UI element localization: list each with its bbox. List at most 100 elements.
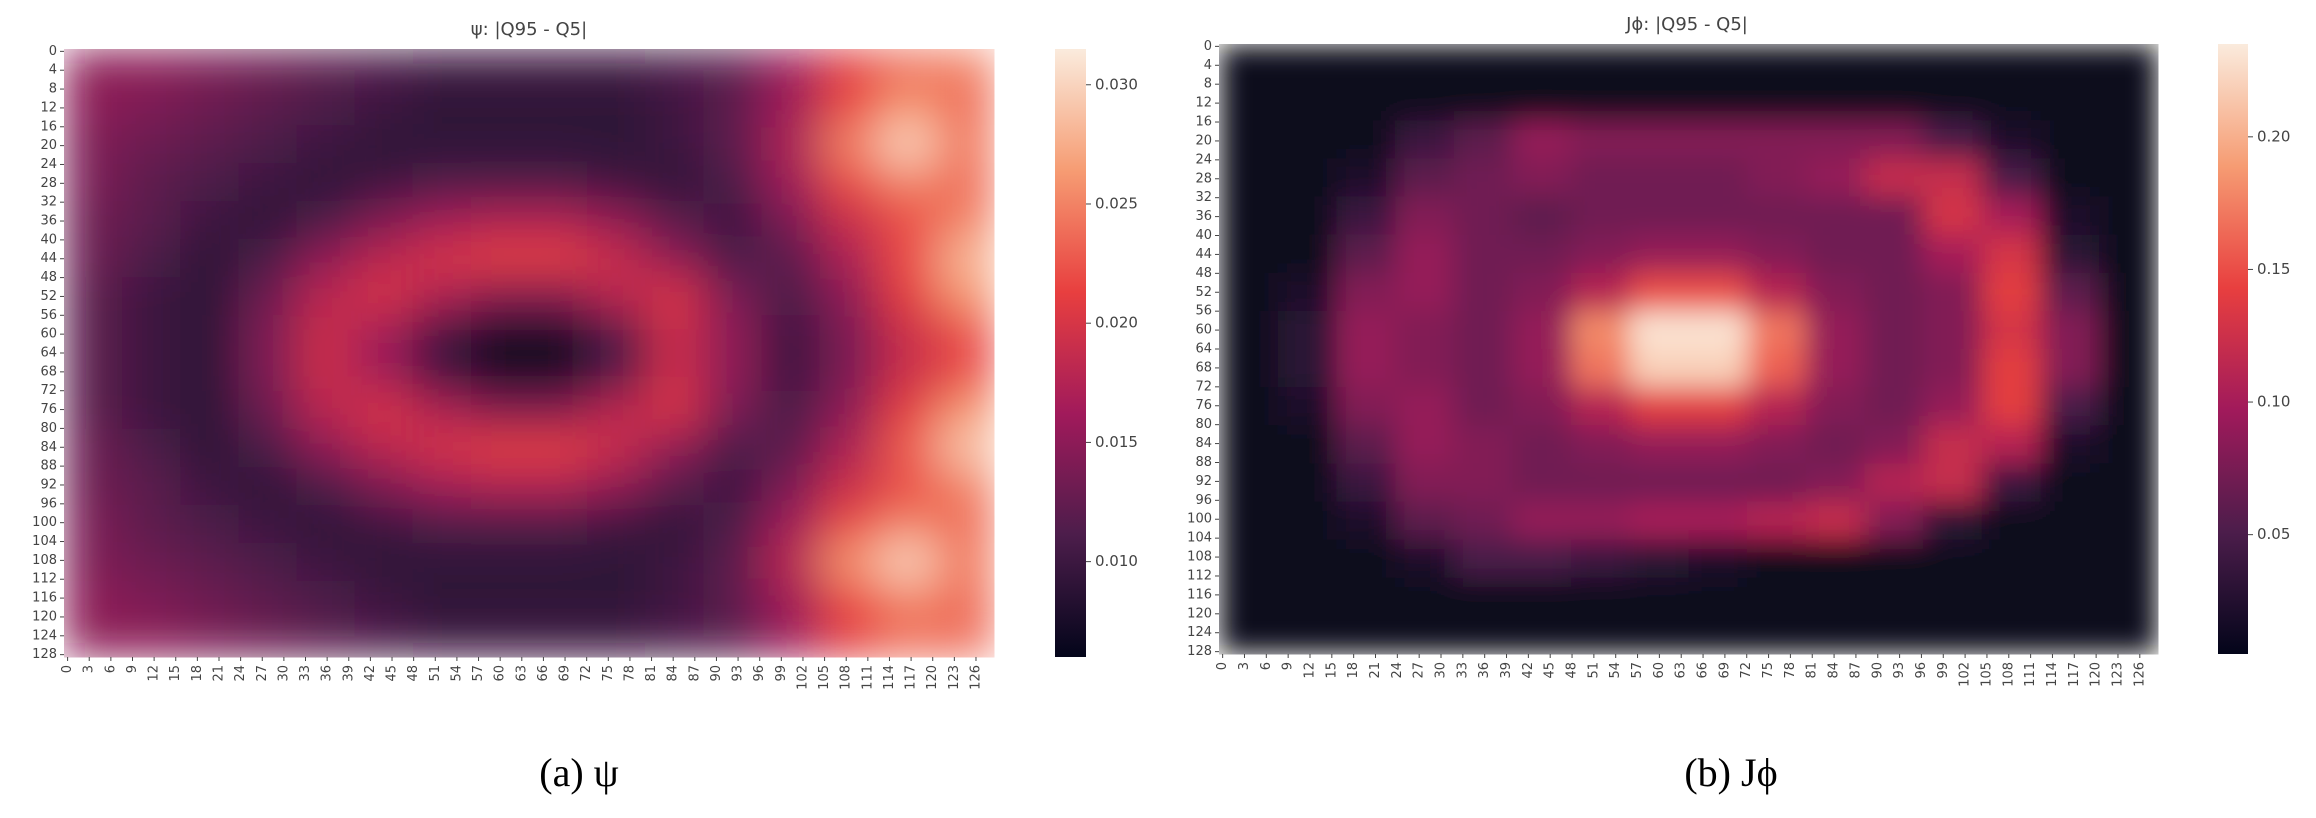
x-tick-label: 111 (860, 665, 875, 690)
heatmap-cell (529, 49, 588, 88)
heatmap-cell (1336, 387, 1396, 426)
heatmap-cell (819, 505, 879, 544)
y-tick-label: 108 (1187, 550, 1212, 565)
figure-caption: (a) ψ (539, 750, 618, 795)
x-tick-label: 6 (103, 665, 118, 673)
heatmap-cell (1277, 158, 1337, 197)
heatmap-cell (1571, 158, 1631, 197)
heatmap-cell (877, 239, 937, 278)
heatmap-cell (1453, 501, 1513, 541)
heatmap-cell (2099, 425, 2159, 464)
heatmap-cell (877, 467, 937, 506)
heatmap-cell (703, 125, 762, 164)
heatmap-cell (354, 87, 414, 126)
heatmap-cell (587, 201, 646, 240)
heatmap-cell (238, 353, 297, 392)
heatmap-cell (1453, 234, 1513, 274)
heatmap-cell (64, 505, 123, 544)
heatmap-cell (645, 49, 704, 88)
heatmap-cell (2040, 120, 2100, 159)
heatmap-cell (1277, 272, 1337, 312)
heatmap-cell (1864, 463, 1924, 502)
heatmap-cell (1512, 539, 1572, 579)
heatmap-cell (2099, 44, 2159, 83)
y-tick-label: 80 (1195, 417, 1212, 432)
heatmap-cell (1395, 158, 1455, 197)
heatmap-cell (1453, 577, 1513, 617)
heatmap-cell (1864, 44, 1924, 83)
heatmap-cell (354, 543, 414, 582)
colorbar-tick-label: 0.015 (1095, 433, 1138, 451)
x-tick-label: 60 (493, 665, 508, 682)
heatmap-cell (1395, 272, 1455, 312)
heatmap-cell (354, 49, 414, 88)
x-tick-label: 57 (471, 665, 486, 682)
heatmap-cell (296, 87, 356, 126)
heatmap-cell (1805, 44, 1866, 83)
colorbar-tick-label: 0.10 (2257, 393, 2290, 411)
heatmap-cell (761, 125, 821, 164)
heatmap-cell (935, 581, 995, 620)
x-tick-label: 45 (385, 665, 400, 682)
x-tick-label: 69 (558, 665, 573, 682)
x-tick-label: 12 (147, 665, 162, 682)
heatmap-cell (1219, 82, 1279, 121)
heatmap-cell (1747, 44, 1807, 83)
heatmap-cell (1981, 272, 2042, 312)
heatmap-cell (1395, 310, 1455, 350)
heatmap-cell (1688, 349, 1748, 388)
x-tick-label: 99 (1936, 662, 1951, 679)
x-tick-label: 69 (1717, 662, 1732, 679)
x-tick-label: 66 (536, 665, 551, 682)
heatmap-cell (819, 49, 879, 88)
heatmap-cell (238, 87, 297, 126)
heatmap-cell (1688, 310, 1748, 350)
heatmap-cell (703, 277, 762, 316)
x-tick-label: 15 (1324, 662, 1339, 679)
heatmap-cell (1277, 615, 1337, 655)
heatmap-cell (354, 429, 414, 468)
heatmap-cell (1629, 387, 1689, 426)
x-tick-label: 27 (255, 665, 270, 682)
heatmap-cell (1336, 615, 1396, 655)
heatmap-cell (122, 391, 181, 430)
heatmap-cell (1336, 44, 1396, 83)
heatmap-cell (2040, 82, 2100, 121)
heatmap-cell (819, 391, 879, 430)
heatmap-cell (1629, 44, 1689, 83)
heatmap-cell (122, 201, 181, 240)
x-tick-label: 126 (968, 665, 983, 690)
heatmap-cell (935, 315, 995, 354)
heatmap-cell (122, 353, 181, 392)
heatmap-cell (1864, 82, 1924, 121)
heatmap-cell (2040, 196, 2100, 236)
x-tick-label: 120 (925, 665, 940, 690)
heatmap-cell (1512, 234, 1572, 274)
heatmap-cell (1747, 310, 1807, 350)
heatmap-cell (1864, 501, 1924, 541)
heatmap-cell (122, 581, 181, 620)
heatmap-cell (1864, 349, 1924, 388)
heatmap-cell (1395, 463, 1455, 502)
heatmap-cell (1395, 196, 1455, 236)
heatmap-cell (1395, 501, 1455, 541)
x-tick-label: 18 (190, 665, 205, 682)
heatmap-cell (64, 619, 123, 658)
heatmap-cell (238, 391, 297, 430)
heatmap-cell (470, 543, 530, 582)
heatmap-cell (1277, 577, 1337, 617)
heatmap-cell (1571, 120, 1631, 159)
heatmap-cell (1981, 44, 2042, 83)
heatmap-cell (296, 163, 356, 202)
y-tick-label: 4 (49, 63, 57, 78)
heatmap-cell (354, 239, 414, 278)
x-tick-label: 33 (298, 665, 313, 682)
y-tick-label: 28 (40, 176, 57, 191)
heatmap-cell (703, 543, 762, 582)
heatmap-cell (761, 391, 821, 430)
heatmap-cell (1923, 539, 1983, 579)
y-tick-label: 88 (40, 459, 57, 474)
x-tick-label: 63 (1674, 662, 1689, 679)
heatmap-cell (2099, 577, 2159, 617)
heatmap-cell (296, 429, 356, 468)
